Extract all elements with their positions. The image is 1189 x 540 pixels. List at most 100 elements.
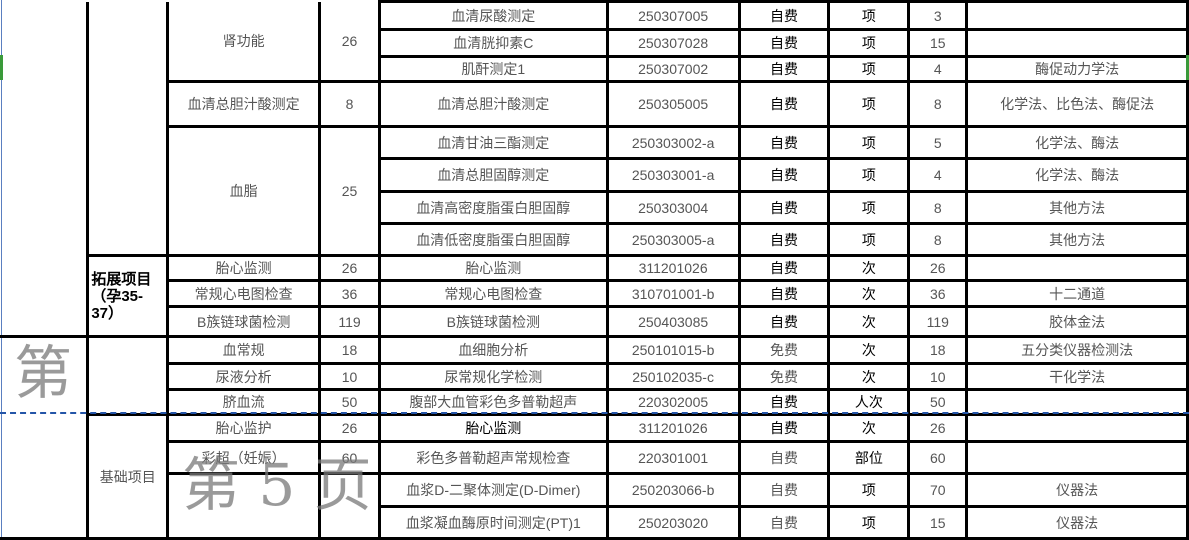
package-item-cell[interactable]: 彩超（妊娠） [166, 440, 322, 475]
method-cell[interactable] [965, 254, 1189, 282]
item-name-cell[interactable]: 血清低密度脂蛋白胆固醇 [377, 222, 609, 257]
category-cell[interactable]: 基础项目 [86, 413, 170, 540]
unit-price-cell[interactable]: 8 [907, 80, 969, 128]
unit-cell[interactable]: 项 [827, 505, 911, 540]
package-item-cell[interactable]: 血清总胆汁酸测定 [166, 80, 322, 128]
method-cell[interactable]: 化学法、比色法、酶促法 [965, 80, 1189, 128]
payment-type-cell[interactable]: 自费 [737, 440, 831, 475]
package-price-cell[interactable]: 26 [318, 254, 381, 282]
package-item-cell[interactable]: 血脂 [166, 125, 322, 257]
item-name-cell[interactable]: 血清尿酸测定 [377, 0, 609, 31]
payment-type-cell[interactable]: 自费 [737, 254, 831, 282]
method-cell[interactable]: 仪器法 [965, 505, 1189, 540]
package-price-cell[interactable]: 119 [318, 305, 381, 338]
package-price-cell[interactable]: 36 [318, 279, 381, 308]
item-name-cell[interactable]: 血清高密度脂蛋白胆固醇 [377, 190, 609, 225]
unit-cell[interactable]: 次 [827, 413, 911, 443]
item-code-cell[interactable]: 250303001-a [605, 157, 741, 193]
payment-type-cell[interactable]: 自费 [737, 505, 831, 540]
item-name-cell[interactable]: 肌酐测定1 [377, 55, 609, 83]
unit-cell[interactable]: 项 [827, 55, 911, 83]
item-name-cell[interactable]: 常规心电图检查 [377, 279, 609, 308]
package-price-cell[interactable]: 8 [318, 80, 381, 128]
package-item-cell[interactable]: 胎心监测 [166, 254, 322, 282]
payment-type-cell[interactable]: 自费 [737, 413, 831, 443]
item-code-cell[interactable]: 250305005 [605, 80, 741, 128]
item-name-cell[interactable]: 血浆凝血酶原时间测定(PT)1 [377, 505, 609, 540]
unit-price-cell[interactable]: 70 [907, 472, 969, 508]
item-code-cell[interactable]: 250307002 [605, 55, 741, 83]
method-cell[interactable]: 仪器法 [965, 472, 1189, 508]
item-name-cell[interactable]: 血清总胆汁酸测定 [377, 80, 609, 128]
method-cell[interactable]: 十二通道 [965, 279, 1189, 308]
unit-cell[interactable]: 项 [827, 28, 911, 58]
unit-price-cell[interactable]: 10 [907, 362, 969, 391]
payment-type-cell[interactable]: 自费 [737, 80, 831, 128]
unit-price-cell[interactable]: 15 [907, 505, 969, 540]
unit-cell[interactable]: 次 [827, 335, 911, 365]
unit-price-cell[interactable]: 5 [907, 125, 969, 160]
item-code-cell[interactable]: 310701001-b [605, 279, 741, 308]
item-name-cell[interactable]: 尿常规化学检测 [377, 362, 609, 391]
method-cell[interactable]: 胶体金法 [965, 305, 1189, 338]
item-name-cell[interactable]: 血清甘油三酯测定 [377, 125, 609, 160]
unit-cell[interactable]: 项 [827, 222, 911, 257]
unit-cell[interactable]: 部位 [827, 440, 911, 475]
item-code-cell[interactable]: 250101015-b [605, 335, 741, 365]
unit-price-cell[interactable]: 36 [907, 279, 969, 308]
unit-cell[interactable]: 项 [827, 472, 911, 508]
item-name-cell[interactable]: 血浆D-二聚体测定(D-Dimer) [377, 472, 609, 508]
item-code-cell[interactable]: 311201026 [605, 413, 741, 443]
item-code-cell[interactable]: 250307005 [605, 0, 741, 31]
payment-type-cell[interactable]: 自费 [737, 0, 831, 31]
package-item-cell[interactable]: 肾功能 [166, 1, 322, 83]
payment-type-cell[interactable]: 自费 [737, 28, 831, 58]
unit-price-cell[interactable]: 8 [907, 190, 969, 225]
package-price-cell[interactable] [318, 472, 381, 540]
method-cell[interactable]: 化学法、酶法 [965, 157, 1189, 193]
unit-price-cell[interactable]: 119 [907, 305, 969, 338]
payment-type-cell[interactable]: 自费 [737, 157, 831, 193]
item-name-cell[interactable]: B族链球菌检测 [377, 305, 609, 338]
item-name-cell[interactable]: 血细胞分析 [377, 335, 609, 365]
unit-price-cell[interactable]: 18 [907, 335, 969, 365]
package-item-cell[interactable] [166, 472, 322, 540]
payment-type-cell[interactable]: 自费 [737, 222, 831, 257]
method-cell[interactable]: 干化学法 [965, 362, 1189, 391]
package-price-cell[interactable]: 60 [318, 440, 381, 475]
method-cell[interactable]: 化学法、酶法 [965, 125, 1189, 160]
unit-price-cell[interactable]: 26 [907, 413, 969, 443]
method-cell[interactable] [965, 28, 1189, 58]
unit-cell[interactable]: 次 [827, 305, 911, 338]
package-item-cell[interactable]: B族链球菌检测 [166, 305, 322, 338]
item-code-cell[interactable]: 220302005 [605, 388, 741, 416]
payment-type-cell[interactable]: 免费 [737, 335, 831, 365]
item-code-cell[interactable]: 250102035-c [605, 362, 741, 391]
section-cell[interactable] [0, 336, 90, 540]
package-price-cell[interactable]: 25 [318, 125, 381, 257]
category-cell[interactable]: 拓展项目（孕35-37） [86, 254, 170, 338]
payment-type-cell[interactable]: 免费 [737, 362, 831, 391]
package-price-cell[interactable]: 18 [318, 335, 381, 365]
unit-price-cell[interactable]: 60 [907, 440, 969, 475]
package-item-cell[interactable]: 血常规 [166, 335, 322, 365]
payment-type-cell[interactable]: 自费 [737, 472, 831, 508]
unit-price-cell[interactable]: 15 [907, 28, 969, 58]
unit-price-cell[interactable]: 4 [907, 55, 969, 83]
unit-cell[interactable]: 项 [827, 80, 911, 128]
unit-cell[interactable]: 人次 [827, 388, 911, 416]
method-cell[interactable]: 五分类仪器检测法 [965, 335, 1189, 365]
item-code-cell[interactable]: 250203066-b [605, 472, 741, 508]
package-item-cell[interactable]: 脐血流 [166, 388, 322, 416]
package-price-cell[interactable]: 10 [318, 362, 381, 391]
method-cell[interactable] [965, 0, 1189, 31]
unit-cell[interactable]: 项 [827, 190, 911, 225]
item-code-cell[interactable]: 250203020 [605, 505, 741, 540]
item-code-cell[interactable]: 250403085 [605, 305, 741, 338]
item-code-cell[interactable]: 250303004 [605, 190, 741, 225]
unit-cell[interactable]: 次 [827, 279, 911, 308]
method-cell[interactable] [965, 388, 1189, 416]
package-item-cell[interactable]: 常规心电图检查 [166, 279, 322, 308]
package-price-cell[interactable]: 26 [318, 1, 381, 83]
method-cell[interactable]: 其他方法 [965, 222, 1189, 257]
